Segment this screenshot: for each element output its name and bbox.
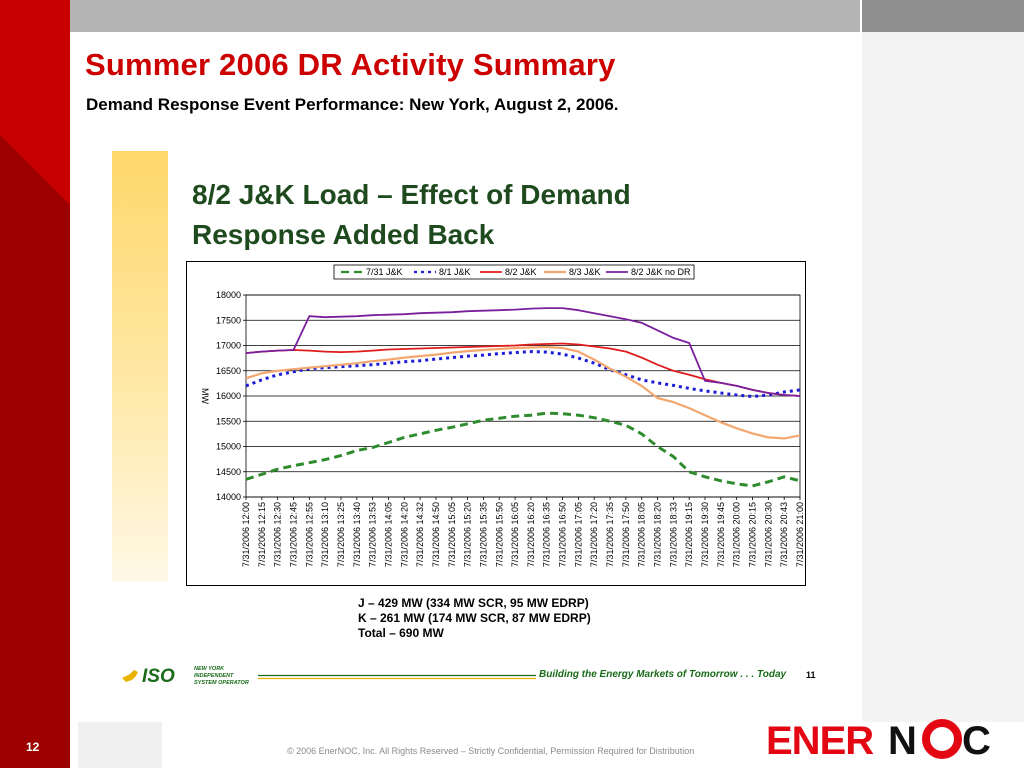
x-tick-label: 7/31/2006 13:40 bbox=[352, 502, 362, 567]
x-tick-label: 7/31/2006 17:20 bbox=[589, 502, 599, 567]
nyiso-logo: ISO NEW YORK INDEPENDENT SYSTEM OPERATOR bbox=[122, 666, 249, 687]
x-tick-label: 7/31/2006 12:45 bbox=[288, 502, 298, 567]
embedded-slide-gold-bar bbox=[112, 151, 168, 581]
chart-heading: 8/2 J&K Load – Effect of Demand Response… bbox=[192, 175, 752, 255]
x-tick-label: 7/31/2006 18:05 bbox=[637, 502, 647, 567]
right-side-panel bbox=[862, 32, 1024, 722]
legend-label: 8/1 J&K bbox=[439, 267, 471, 277]
series-line bbox=[245, 307, 801, 397]
series-line bbox=[245, 342, 801, 397]
bottom-left-box bbox=[78, 722, 162, 768]
iso-slogan: Building the Energy Markets of Tomorrow … bbox=[539, 669, 787, 680]
y-tick-label: 17000 bbox=[216, 341, 241, 351]
enernoc-logo-prefix: ENER bbox=[766, 719, 874, 762]
x-tick-label: 7/31/2006 12:30 bbox=[273, 502, 283, 567]
x-tick-label: 7/31/2006 17:50 bbox=[621, 502, 631, 567]
x-tick-label: 7/31/2006 19:15 bbox=[684, 502, 694, 567]
page-subtitle: Demand Response Event Performance: New Y… bbox=[86, 95, 619, 114]
x-tick-label: 7/31/2006 14:05 bbox=[383, 502, 393, 567]
x-tick-label: 7/31/2006 15:50 bbox=[494, 502, 504, 567]
legend-label: 8/3 J&K bbox=[569, 267, 601, 277]
x-tick-label: 7/31/2006 21:00 bbox=[795, 502, 805, 567]
page-title: Summer 2006 DR Activity Summary bbox=[85, 47, 616, 82]
series-line bbox=[245, 345, 801, 440]
note-total: Total – 690 MW bbox=[358, 626, 444, 640]
x-tick-label: 7/31/2006 20:15 bbox=[748, 502, 758, 567]
x-tick-label: 7/31/2006 13:10 bbox=[320, 502, 330, 567]
iso-logo-mark: ISO bbox=[142, 666, 175, 687]
y-tick-label: 16500 bbox=[216, 366, 241, 376]
x-tick-label: 7/31/2006 12:15 bbox=[257, 502, 267, 567]
y-tick-label: 18000 bbox=[216, 290, 241, 300]
embedded-page-number: 11 bbox=[806, 670, 816, 680]
y-tick-label: 15000 bbox=[216, 442, 241, 452]
copyright-notice: © 2006 EnerNOC, Inc. All Rights Reserved… bbox=[287, 746, 695, 756]
chart-heading-line2: Response Added Back bbox=[192, 219, 495, 250]
x-tick-label: 7/31/2006 19:45 bbox=[716, 502, 726, 567]
chart-x-axis: 7/31/2006 12:00 7/31/2006 12:15 7/31/2006 … bbox=[241, 497, 805, 567]
legend-label: 8/2 J&K bbox=[505, 267, 537, 277]
x-tick-label: 7/31/2006 20:43 bbox=[779, 502, 789, 567]
x-tick-label: 7/31/2006 19:30 bbox=[700, 502, 710, 567]
left-band-triangle bbox=[0, 0, 70, 768]
chart-y-axis: 14000 14500 15000 15500 16000 16500 17000 17500… bbox=[216, 290, 246, 502]
load-line-chart: 7/31 J&K 8/1 J&K 8/2 J&K 8/3 J&K 8/2 J&K no … bbox=[186, 261, 806, 586]
x-tick-label: 7/31/2006 15:35 bbox=[478, 502, 488, 567]
ny-state-shape-icon bbox=[122, 670, 138, 682]
x-tick-label: 7/31/2006 18:33 bbox=[668, 502, 678, 567]
x-tick-label: 7/31/2006 14:50 bbox=[431, 502, 441, 567]
y-tick-label: 17500 bbox=[216, 315, 241, 325]
x-tick-label: 7/31/2006 16:20 bbox=[526, 502, 536, 567]
left-accent-band bbox=[0, 0, 70, 768]
enernoc-logo-suffix-n: N bbox=[888, 719, 917, 762]
chart-heading-line1: 8/2 J&K Load – Effect of Demand bbox=[192, 179, 631, 210]
legend-label: 7/31 J&K bbox=[366, 267, 403, 277]
x-tick-label: 7/31/2006 18:20 bbox=[653, 502, 663, 567]
x-tick-label: 7/31/2006 14:20 bbox=[399, 502, 409, 567]
note-j: J – 429 MW (334 MW SCR, 95 MW EDRP) bbox=[358, 596, 589, 610]
legend-label: 8/2 J&K no DR bbox=[631, 267, 691, 277]
y-axis-label: MW bbox=[200, 388, 210, 404]
x-tick-label: 7/31/2006 12:55 bbox=[304, 502, 314, 567]
series-line bbox=[245, 411, 801, 488]
y-tick-label: 14000 bbox=[216, 492, 241, 502]
chart-legend-box bbox=[333, 264, 695, 280]
x-tick-label: 7/31/2006 16:35 bbox=[542, 502, 552, 567]
enernoc-logo-suffix-c: C bbox=[962, 719, 991, 762]
x-tick-label: 7/31/2006 16:05 bbox=[510, 502, 520, 567]
x-tick-label: 7/31/2006 13:53 bbox=[368, 502, 378, 567]
iso-logo-line1: NEW YORK bbox=[194, 666, 225, 672]
enernoc-logo-ring-icon bbox=[922, 719, 962, 759]
x-tick-label: 7/31/2006 16:50 bbox=[558, 502, 568, 567]
chart-border bbox=[186, 261, 806, 586]
x-tick-label: 7/31/2006 17:35 bbox=[605, 502, 615, 567]
enernoc-logo: ENER N C bbox=[766, 719, 991, 762]
top-bar-right bbox=[862, 0, 1024, 32]
x-tick-label: 7/31/2006 20:00 bbox=[732, 502, 742, 567]
chart-legend: 7/31 J&K 8/1 J&K 8/2 J&K 8/3 J&K 8/2 J&K no … bbox=[341, 267, 691, 277]
y-tick-label: 14500 bbox=[216, 467, 241, 477]
top-bar bbox=[70, 0, 860, 32]
x-tick-label: 7/31/2006 15:20 bbox=[463, 502, 473, 567]
chart-series-lines bbox=[245, 307, 801, 488]
x-tick-label: 7/31/2006 15:05 bbox=[447, 502, 457, 567]
iso-logo-line2: INDEPENDENT bbox=[194, 673, 234, 679]
note-k: K – 261 MW (174 MW SCR, 87 MW EDRP) bbox=[358, 611, 591, 625]
iso-logo-line3: SYSTEM OPERATOR bbox=[194, 680, 249, 686]
x-tick-label: 7/31/2006 12:00 bbox=[241, 502, 251, 567]
x-tick-label: 7/31/2006 13:25 bbox=[336, 502, 346, 567]
iso-footer-rule bbox=[258, 674, 536, 680]
x-tick-label: 7/31/2006 17:05 bbox=[573, 502, 583, 567]
series-line bbox=[245, 350, 801, 398]
x-tick-label: 7/31/2006 14:32 bbox=[415, 502, 425, 567]
y-tick-label: 16000 bbox=[216, 391, 241, 401]
dr-notes: J – 429 MW (334 MW SCR, 95 MW EDRP) K – … bbox=[358, 596, 591, 641]
y-tick-label: 15500 bbox=[216, 416, 241, 426]
x-tick-label: 7/31/2006 20:30 bbox=[763, 502, 773, 567]
slide-page-number: 12 bbox=[26, 740, 40, 754]
